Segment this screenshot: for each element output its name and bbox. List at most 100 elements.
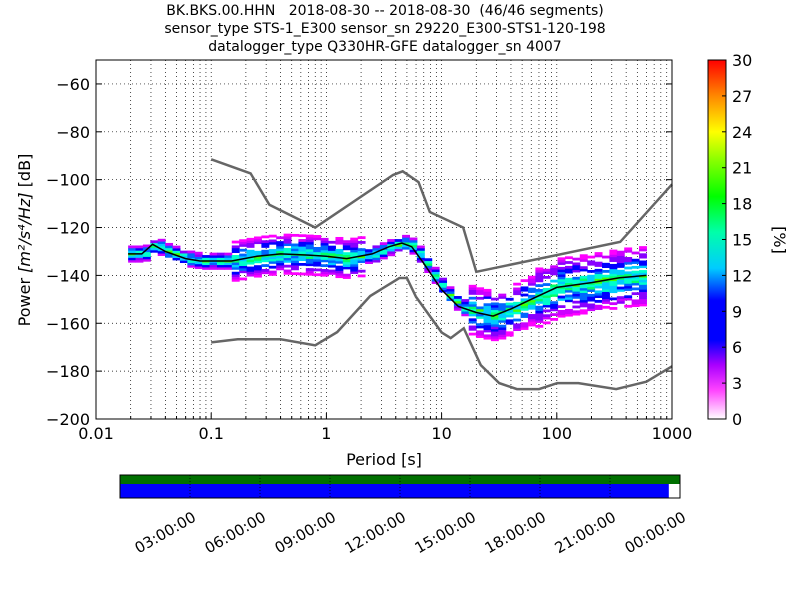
histogram-cell (276, 250, 285, 254)
histogram-cell (387, 241, 396, 245)
histogram-cell (246, 252, 255, 256)
histogram-cell (616, 300, 625, 304)
histogram-cell (550, 303, 559, 307)
histogram-cell (616, 260, 625, 264)
x-tick-label: 10 (431, 424, 451, 443)
histogram-cell (261, 259, 270, 263)
histogram-cell (557, 278, 566, 282)
time-tick-label: 06:00:00 (202, 508, 269, 557)
histogram-cell (135, 245, 144, 249)
histogram-cell (283, 238, 292, 242)
histogram-cell (239, 267, 248, 271)
histogram-cell (394, 246, 403, 250)
histogram-cell (587, 260, 596, 264)
colorbar-tick-label: 9 (732, 302, 742, 321)
histogram-cell (616, 281, 625, 285)
histogram-cell (328, 250, 336, 254)
histogram-cell (268, 258, 277, 262)
histogram-cell (602, 298, 610, 302)
histogram-cell (594, 276, 603, 279)
histogram-cell (639, 286, 647, 290)
histogram-cell (291, 248, 299, 252)
histogram-cell (476, 306, 485, 310)
histogram-cell (246, 254, 255, 258)
histogram-cell (609, 278, 618, 282)
histogram-cell (609, 271, 618, 274)
histogram-cell (335, 241, 344, 245)
histogram-cell (350, 251, 359, 255)
histogram-cell (342, 245, 351, 248)
histogram-cell (320, 252, 329, 256)
histogram-cell (320, 259, 329, 263)
histogram-cell (564, 313, 573, 317)
histogram-cell (335, 236, 344, 240)
histogram-cell (602, 286, 610, 290)
histogram-cell (394, 239, 403, 242)
histogram-cell (335, 265, 344, 269)
histogram-cell (527, 280, 536, 284)
histogram-cell (350, 261, 359, 265)
y-tick-label: −180 (46, 362, 90, 381)
histogram-cell (357, 253, 366, 256)
histogram-cell (157, 245, 166, 249)
histogram-cell (416, 245, 425, 249)
histogram-cell (283, 257, 292, 261)
histogram-cell (461, 313, 470, 317)
histogram-cell (194, 266, 203, 269)
histogram-cell (631, 287, 640, 291)
histogram-cell (135, 250, 144, 254)
histogram-cell (283, 269, 292, 273)
histogram-cell (313, 256, 322, 260)
histogram-cell (564, 282, 573, 286)
chart-title-line-3: datalogger_type Q330HR-GFE datalogger_sn… (208, 39, 562, 55)
histogram-cell (202, 264, 211, 268)
histogram-cell (461, 301, 470, 305)
histogram-cell (209, 252, 218, 256)
histogram-cell (587, 279, 596, 283)
histogram-cell (461, 311, 470, 314)
histogram-cell (365, 261, 373, 264)
histogram-cell (602, 289, 610, 292)
histogram-cell (631, 258, 640, 262)
histogram-cell (557, 298, 566, 301)
histogram-cell (498, 319, 507, 323)
histogram-cell (579, 275, 588, 279)
histogram-cell (602, 255, 610, 259)
histogram-cell (527, 302, 536, 305)
histogram-cell (631, 304, 640, 308)
histogram-cell (283, 264, 292, 268)
histogram-cell (305, 251, 314, 255)
histogram-cell (291, 265, 299, 268)
histogram-cell (631, 292, 640, 296)
histogram-cell (594, 264, 603, 267)
histogram-cell (365, 258, 373, 262)
histogram-cell (261, 249, 270, 253)
time-tick-label: 21:00:00 (552, 508, 619, 557)
histogram-cell (594, 285, 603, 289)
histogram-cell (535, 267, 544, 271)
histogram-cell (402, 244, 410, 248)
histogram-cell (572, 264, 581, 268)
histogram-cell (305, 241, 314, 245)
histogram-cell (483, 303, 492, 307)
histogram-cell (328, 264, 336, 268)
histogram-cell (291, 262, 299, 266)
histogram-cell (631, 277, 640, 281)
histogram-cell (550, 291, 559, 295)
histogram-cell (616, 289, 625, 292)
histogram-cell (128, 257, 137, 261)
histogram-cell (379, 254, 388, 257)
histogram-cell (639, 301, 647, 304)
histogram-cell (468, 289, 477, 293)
histogram-cell (187, 264, 196, 268)
histogram-cell (564, 297, 573, 300)
x-tick-label: 1000 (652, 424, 693, 443)
histogram-cell (179, 250, 188, 254)
histogram-cell (387, 248, 396, 252)
histogram-cell (231, 250, 240, 254)
histogram-cell (298, 246, 307, 250)
histogram-cell (187, 262, 196, 266)
histogram-cell (291, 272, 299, 276)
histogram-cell (631, 301, 640, 305)
histogram-cell (542, 321, 551, 325)
